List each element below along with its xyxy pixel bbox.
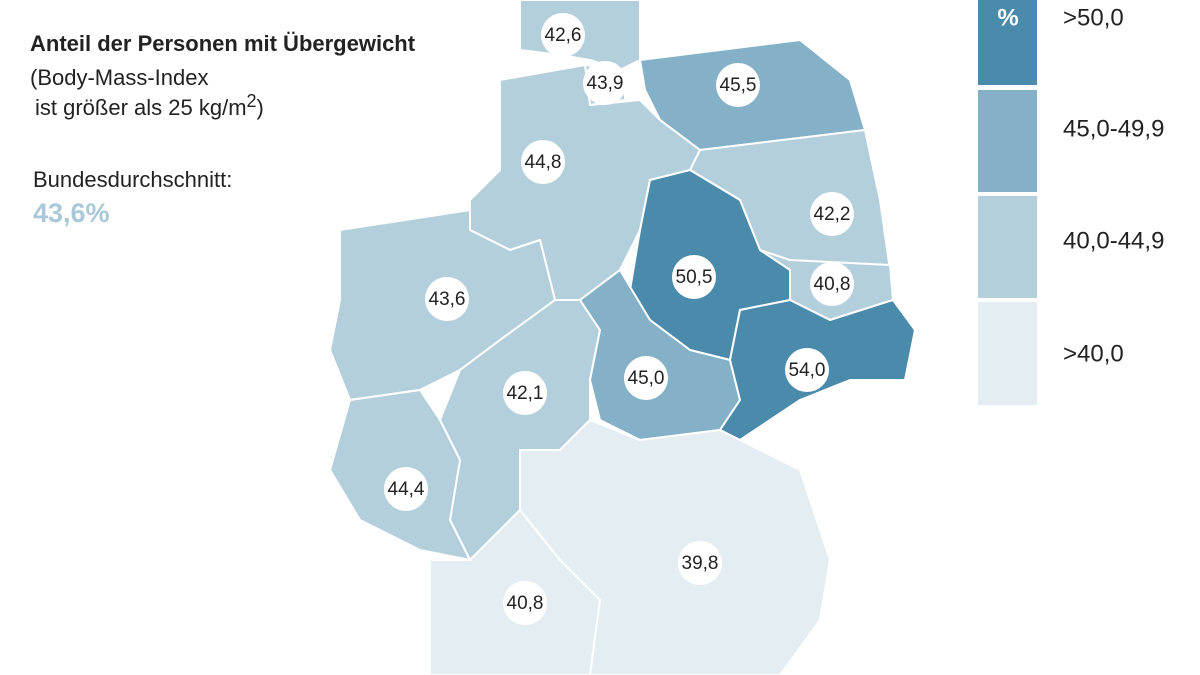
region-value: 54,0 <box>789 360 826 381</box>
value-badge <box>384 467 428 511</box>
region-value: 42,1 <box>507 383 544 404</box>
note: ist größer als 25 kg/m2) <box>35 91 264 120</box>
value-badge <box>583 61 627 105</box>
value-badge <box>716 63 760 107</box>
legend-label: >50,0 <box>1063 4 1124 31</box>
legend: >50,0 45,0-49,9 40,0-44,9 >40,0% <box>978 0 1164 405</box>
region-value: 43,6 <box>429 289 466 310</box>
region-value: 42,6 <box>545 25 582 46</box>
region-value: 40,8 <box>507 593 544 614</box>
note-close: ) <box>257 95 264 120</box>
value-badge <box>503 371 547 415</box>
region-value: 42,2 <box>814 204 851 225</box>
region-value: 44,4 <box>388 479 425 500</box>
legend-swatch <box>978 0 1037 85</box>
region-value: 50,5 <box>676 267 713 288</box>
note-superscript: 2 <box>247 91 257 111</box>
legend-swatch <box>978 302 1037 405</box>
value-badge <box>810 262 854 306</box>
average-value: 43,6% <box>33 198 110 228</box>
legend-swatch <box>978 90 1037 192</box>
map: 42,6 43,9 45,5 44,8 42,2 40,8 50,5 43,6 42,1 45,0… <box>329 0 916 675</box>
region <box>519 419 831 675</box>
value-badge <box>678 541 722 585</box>
legend-label: 40,0-44,9 <box>1063 227 1164 254</box>
note: (Body-Mass-Index <box>30 65 209 90</box>
value-badge <box>425 277 469 321</box>
note-text: ist größer als 25 kg/m <box>35 95 247 120</box>
region-value: 40,8 <box>814 274 851 295</box>
value-badge <box>503 581 547 625</box>
region-value: 44,8 <box>525 152 562 173</box>
legend-label: 45,0-49,9 <box>1063 115 1164 142</box>
value-badge <box>785 348 829 392</box>
subtitle: Anteil der Personen mit Übergewicht <box>30 31 416 56</box>
average-label: Bundesdurchschnitt: <box>33 167 232 192</box>
value-badge <box>810 192 854 236</box>
value-badge <box>541 13 585 57</box>
legend-label: >40,0 <box>1063 340 1124 367</box>
legend-unit: % <box>997 4 1018 31</box>
value-badge <box>521 140 565 184</box>
region-value: 43,9 <box>587 73 624 94</box>
region-value: 45,0 <box>628 368 665 389</box>
region-value: 45,5 <box>720 75 757 96</box>
value-badge <box>624 356 668 400</box>
region-value: 39,8 <box>682 553 719 574</box>
value-badge <box>672 255 716 299</box>
legend-swatch <box>978 196 1037 298</box>
